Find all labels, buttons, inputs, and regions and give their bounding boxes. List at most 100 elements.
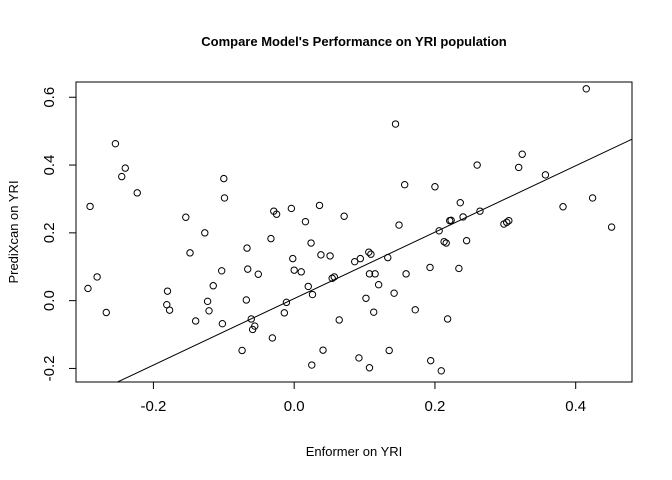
x-tick-label: 0.2 [425, 398, 446, 415]
data-point [390, 289, 398, 297]
plot-area-border [75, 81, 633, 383]
data-point [217, 267, 226, 275]
data-point [205, 307, 213, 315]
y-axis-label: PrediXcan on YRI [6, 180, 21, 283]
data-point [335, 316, 343, 324]
data-point [330, 273, 338, 281]
data-point [370, 308, 378, 316]
data-point [541, 171, 550, 179]
data-point [308, 361, 316, 369]
y-tick-label: 0.4 [41, 155, 58, 176]
data-point [307, 239, 315, 247]
x-axis: -0.2 0.0 0.2 0.4 [140, 381, 586, 415]
data-point [437, 367, 445, 375]
data-point [201, 229, 209, 237]
data-point [220, 194, 229, 202]
data-point [254, 270, 262, 278]
x-tick-label: 0.4 [565, 398, 586, 415]
data-point [268, 334, 277, 342]
data-point [384, 253, 392, 262]
data-point [102, 308, 110, 317]
data-point [84, 284, 92, 293]
data-point [118, 172, 126, 181]
data-point [365, 248, 373, 256]
data-point [588, 194, 597, 202]
data-point [518, 150, 526, 158]
data-point [473, 161, 481, 169]
data-point [351, 257, 359, 266]
data-point [431, 183, 439, 191]
data-point [400, 181, 409, 189]
data-point [326, 252, 334, 260]
data-point [290, 266, 298, 274]
data-point [365, 364, 374, 372]
data-point [355, 354, 363, 362]
data-point [297, 268, 305, 276]
data-point [86, 202, 94, 211]
data-point [220, 174, 228, 183]
data-point [391, 120, 400, 128]
data-point [304, 282, 312, 291]
data-point [435, 227, 443, 235]
data-point [121, 164, 129, 172]
chart-title: Compare Model's Performance on YRI popul… [201, 34, 507, 49]
y-tick-label: 0.6 [41, 87, 58, 108]
data-point [165, 306, 174, 314]
data-point [427, 356, 435, 365]
data-point [476, 207, 484, 215]
data-point [317, 251, 325, 259]
data-point [243, 244, 251, 252]
data-point [367, 250, 375, 258]
data-point [315, 201, 324, 210]
data-point [247, 315, 255, 323]
fit-line-layer [117, 138, 633, 383]
data-point [186, 249, 194, 257]
data-point [218, 319, 227, 328]
data-point [301, 217, 310, 226]
x-axis-label: Enformer on YRI [306, 444, 403, 459]
data-point [459, 213, 467, 221]
y-tick-label: 0.2 [41, 222, 58, 243]
data-point [442, 239, 450, 247]
data-point [514, 163, 523, 172]
data-point [456, 198, 464, 207]
data-point [443, 315, 452, 323]
regression-line [117, 138, 633, 383]
x-tick-label: -0.2 [140, 398, 166, 415]
data-point [242, 296, 251, 304]
data-point [133, 189, 141, 197]
data-point [209, 282, 217, 290]
x-tick-label: 0.0 [284, 398, 305, 415]
data-point [319, 346, 327, 354]
data-point [308, 290, 317, 299]
data-point [203, 297, 212, 306]
data-point [582, 85, 590, 93]
data-point [111, 139, 120, 148]
data-point [385, 346, 393, 355]
data-point [282, 298, 291, 307]
data-point [238, 346, 246, 355]
data-point [607, 223, 616, 231]
data-point [371, 270, 379, 278]
data-point [462, 236, 471, 245]
data-point [280, 309, 289, 317]
data-point [402, 270, 410, 278]
data-point [455, 264, 463, 273]
data-point [287, 204, 296, 213]
data-point [362, 294, 370, 302]
data-point [272, 210, 281, 218]
data-point [328, 274, 336, 282]
y-tick-label: -0.2 [41, 356, 58, 382]
data-point [395, 221, 403, 229]
data-point [251, 322, 259, 330]
y-axis: -0.2 0.0 0.2 0.4 0.6 [41, 87, 77, 382]
data-point [289, 254, 297, 263]
data-point [182, 213, 190, 221]
data-point [340, 212, 348, 220]
data-point [440, 237, 448, 246]
data-point [267, 234, 275, 243]
y-tick-label: 0.0 [41, 290, 58, 311]
data-point [411, 306, 419, 314]
data-point [374, 281, 383, 289]
